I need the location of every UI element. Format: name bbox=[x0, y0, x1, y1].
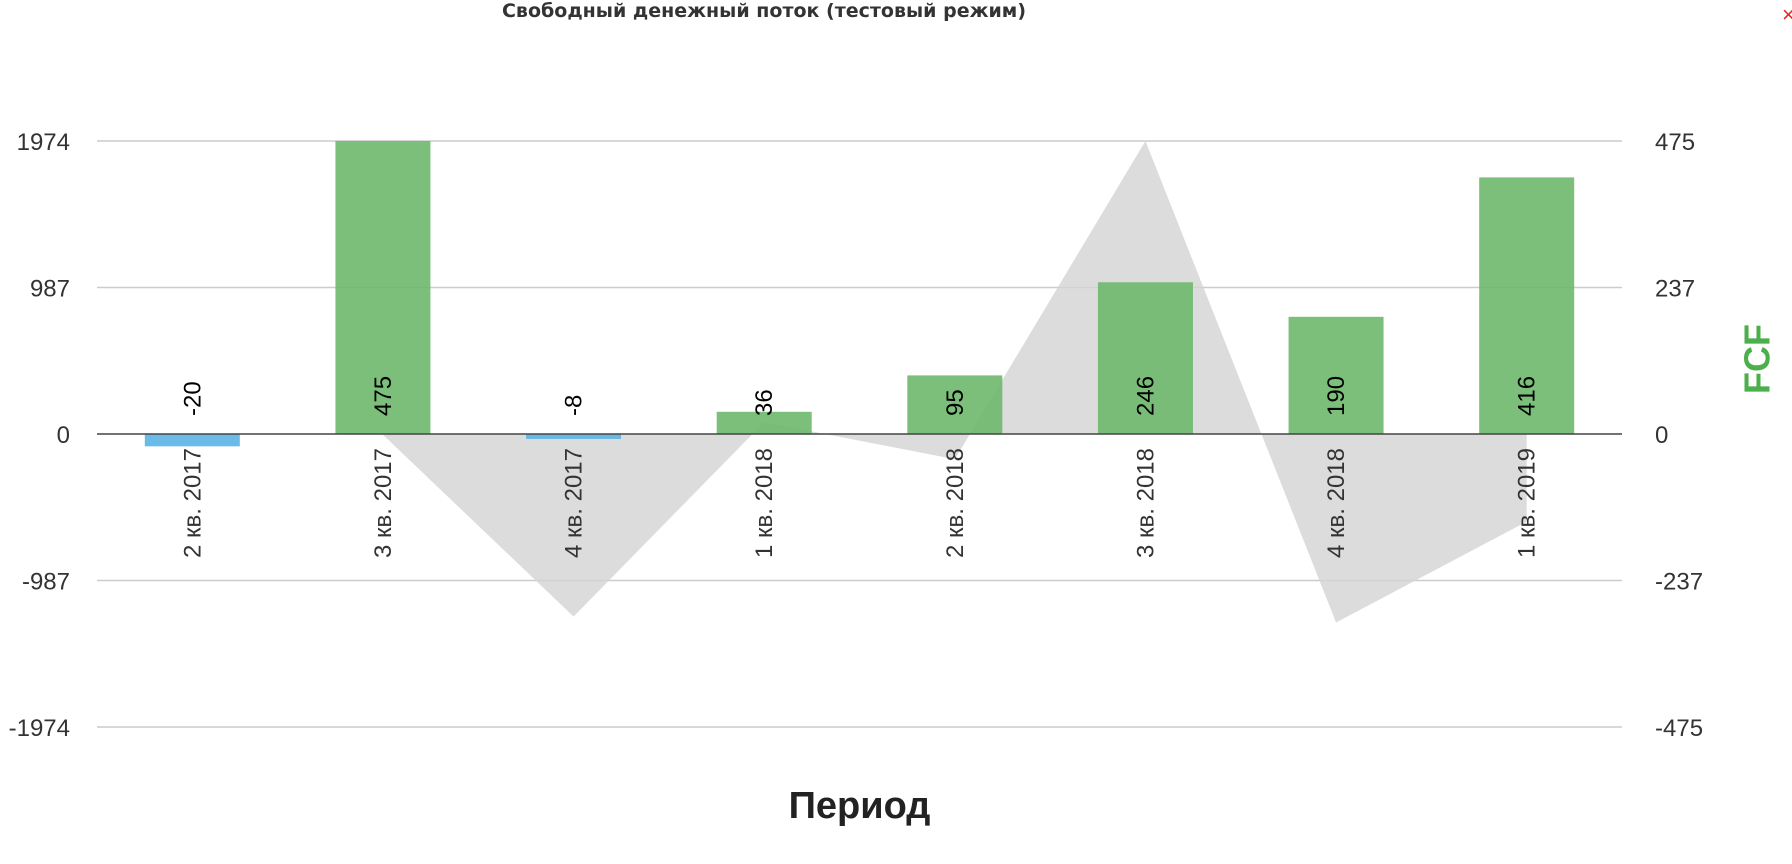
area-series-fill bbox=[192, 141, 1527, 623]
data-label-3: 36 bbox=[751, 389, 778, 416]
y2-tick-label: -475 bbox=[1655, 715, 1703, 742]
bar-2 bbox=[526, 434, 622, 439]
bar-4 bbox=[907, 375, 1003, 434]
chart-title: Свободный денежный поток (тестовый режим… bbox=[501, 0, 1027, 22]
category-label-2: 4 кв. 2017 bbox=[561, 448, 588, 558]
bar-1 bbox=[335, 141, 431, 434]
bar-series bbox=[144, 141, 1575, 447]
category-label-0: 2 кв. 2017 bbox=[179, 448, 206, 558]
y2-tick-label: -237 bbox=[1655, 569, 1703, 596]
y2-tick-label: 237 bbox=[1655, 276, 1695, 303]
bar-6 bbox=[1288, 316, 1384, 434]
bar-3 bbox=[716, 411, 812, 434]
category-label-6: 4 кв. 2018 bbox=[1323, 448, 1350, 558]
x-axis-title: Период bbox=[789, 785, 931, 827]
y-tick-label: 1974 bbox=[17, 129, 70, 156]
y-tick-label: 987 bbox=[30, 276, 70, 303]
data-label-2: -8 bbox=[561, 395, 588, 416]
category-label-4: 2 кв. 2018 bbox=[942, 448, 969, 558]
close-icon[interactable]: × bbox=[1782, 2, 1792, 27]
data-label-1: 475 bbox=[370, 376, 397, 416]
data-label-6: 190 bbox=[1323, 376, 1350, 416]
y-tick-label: -1974 bbox=[9, 715, 70, 742]
bar-5 bbox=[1097, 282, 1193, 434]
category-label-1: 3 кв. 2017 bbox=[370, 448, 397, 558]
data-label-5: 246 bbox=[1132, 376, 1159, 416]
data-label-4: 95 bbox=[942, 389, 969, 416]
category-label-5: 3 кв. 2018 bbox=[1132, 448, 1159, 558]
data-label-7: 416 bbox=[1514, 376, 1541, 416]
bar-7 bbox=[1479, 177, 1575, 434]
y2-axis-title: FCF bbox=[1737, 324, 1778, 394]
labels: 1974 475 987 237 0 0 -987 -237 -1974 -475 -20 475 -8… bbox=[9, 129, 1703, 742]
y-tick-label: -987 bbox=[22, 569, 70, 596]
y2-tick-label: 0 bbox=[1655, 422, 1668, 449]
category-label-3: 1 кв. 2018 bbox=[751, 448, 778, 558]
bar-0 bbox=[144, 434, 240, 447]
y-tick-label: 0 bbox=[57, 422, 70, 449]
area-series bbox=[192, 141, 1527, 623]
data-label-0: -20 bbox=[179, 381, 206, 416]
y2-tick-label: 475 bbox=[1655, 129, 1695, 156]
category-label-7: 1 кв. 2019 bbox=[1514, 448, 1541, 558]
